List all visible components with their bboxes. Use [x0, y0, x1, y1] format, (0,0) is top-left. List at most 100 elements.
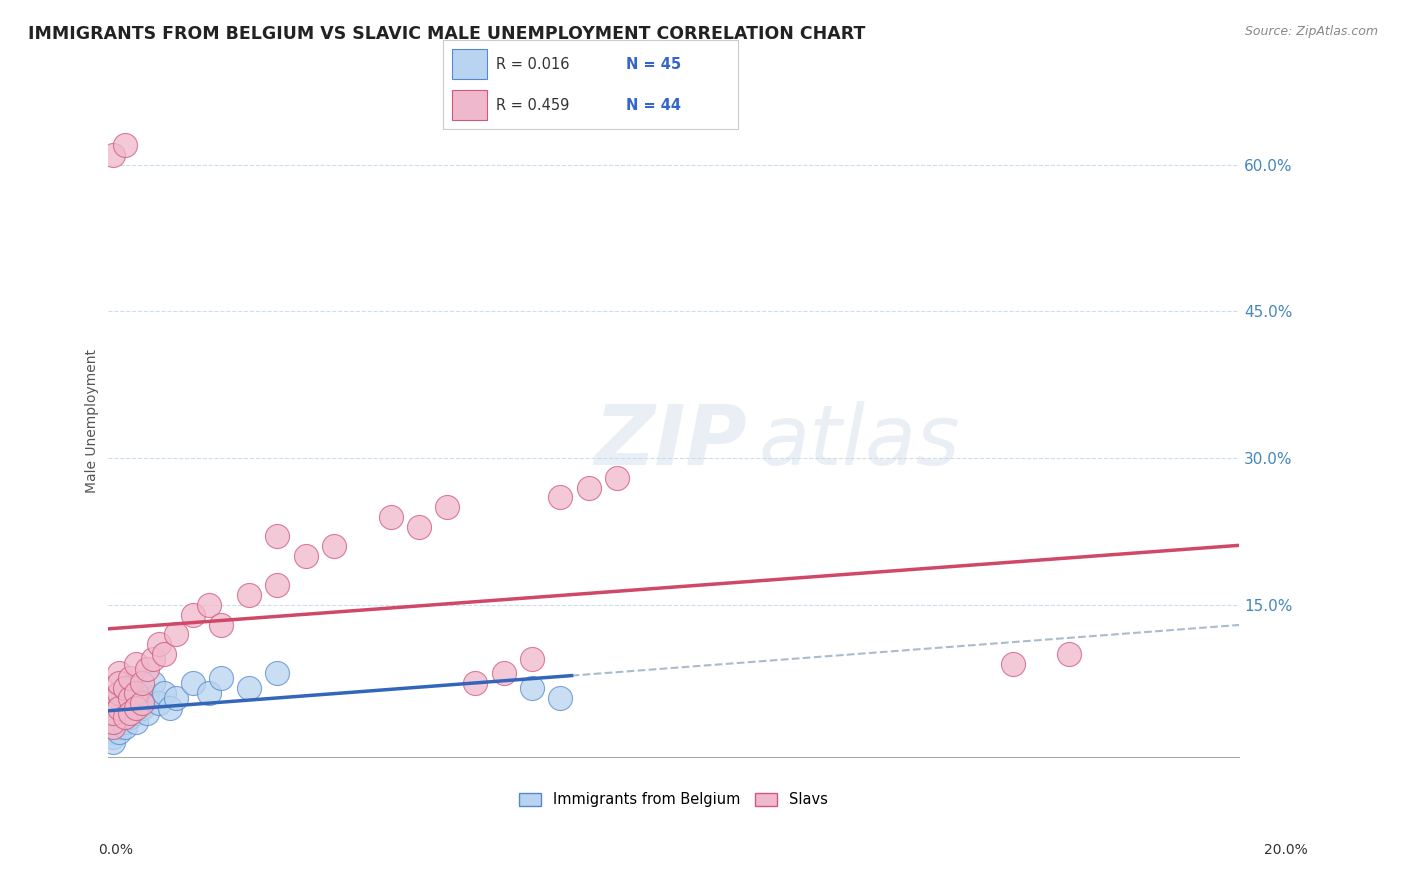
Point — [1059, 647, 1081, 661]
Point — [108, 696, 131, 710]
Text: Source: ZipAtlas.com: Source: ZipAtlas.com — [1244, 25, 1378, 38]
Point — [136, 706, 159, 720]
Point — [520, 652, 543, 666]
Point — [165, 690, 187, 705]
Point — [125, 700, 148, 714]
Point — [131, 686, 153, 700]
Point — [181, 607, 204, 622]
Point — [266, 666, 288, 681]
Point — [108, 706, 131, 720]
Point — [153, 647, 176, 661]
Text: atlas: atlas — [758, 401, 960, 482]
Text: R = 0.459: R = 0.459 — [496, 98, 569, 112]
Point — [120, 690, 142, 705]
Point — [131, 700, 153, 714]
Point — [266, 529, 288, 543]
Point — [114, 720, 136, 734]
FancyBboxPatch shape — [451, 49, 486, 79]
Point — [114, 706, 136, 720]
Point — [120, 700, 142, 714]
Point — [148, 696, 170, 710]
Point — [103, 700, 125, 714]
Point — [436, 500, 458, 514]
Point — [125, 696, 148, 710]
Point — [131, 696, 153, 710]
Point — [108, 715, 131, 730]
Point — [125, 706, 148, 720]
Point — [125, 715, 148, 730]
Point — [131, 676, 153, 690]
Point — [108, 700, 131, 714]
Point — [266, 578, 288, 592]
Point — [108, 710, 131, 724]
Point — [125, 686, 148, 700]
Point — [103, 706, 125, 720]
Point — [165, 627, 187, 641]
Point — [103, 696, 125, 710]
Point — [114, 681, 136, 695]
Point — [578, 481, 600, 495]
Point — [181, 676, 204, 690]
Point — [103, 690, 125, 705]
Text: IMMIGRANTS FROM BELGIUM VS SLAVIC MALE UNEMPLOYMENT CORRELATION CHART: IMMIGRANTS FROM BELGIUM VS SLAVIC MALE U… — [28, 25, 866, 43]
Y-axis label: Male Unemployment: Male Unemployment — [86, 350, 100, 493]
Point — [136, 661, 159, 675]
Point — [103, 148, 125, 162]
Point — [120, 681, 142, 695]
Point — [103, 725, 125, 739]
Point — [548, 491, 571, 505]
Point — [323, 539, 346, 553]
Point — [103, 696, 125, 710]
Point — [136, 690, 159, 705]
Point — [108, 686, 131, 700]
Point — [103, 706, 125, 720]
Point — [108, 666, 131, 681]
Point — [108, 720, 131, 734]
Point — [1001, 657, 1024, 671]
Point — [125, 657, 148, 671]
Point — [120, 710, 142, 724]
Text: N = 44: N = 44 — [626, 98, 681, 112]
Point — [103, 710, 125, 724]
Legend: Immigrants from Belgium, Slavs: Immigrants from Belgium, Slavs — [513, 787, 834, 813]
Point — [108, 686, 131, 700]
Point — [294, 549, 316, 563]
Text: N = 45: N = 45 — [626, 57, 681, 71]
Point — [520, 681, 543, 695]
Text: 0.0%: 0.0% — [98, 843, 134, 857]
Point — [114, 715, 136, 730]
Point — [103, 735, 125, 749]
Text: ZIP: ZIP — [595, 401, 747, 482]
Point — [142, 652, 165, 666]
Text: R = 0.016: R = 0.016 — [496, 57, 569, 71]
Point — [380, 509, 402, 524]
Point — [238, 588, 260, 602]
Point — [209, 671, 232, 685]
Point — [108, 725, 131, 739]
Point — [114, 710, 136, 724]
Point — [142, 676, 165, 690]
FancyBboxPatch shape — [451, 90, 486, 120]
Point — [120, 671, 142, 685]
Point — [103, 730, 125, 744]
Point — [114, 696, 136, 710]
Point — [492, 666, 515, 681]
Point — [103, 720, 125, 734]
Point — [103, 715, 125, 730]
Point — [120, 706, 142, 720]
Point — [108, 676, 131, 690]
Point — [198, 598, 221, 612]
Point — [159, 700, 181, 714]
Text: 20.0%: 20.0% — [1264, 843, 1308, 857]
Point — [153, 686, 176, 700]
Point — [464, 676, 486, 690]
Point — [408, 519, 430, 533]
Point — [209, 617, 232, 632]
Point — [114, 686, 136, 700]
Point — [103, 720, 125, 734]
Point — [114, 138, 136, 153]
Point — [548, 690, 571, 705]
Point — [198, 686, 221, 700]
Point — [120, 690, 142, 705]
Point — [148, 637, 170, 651]
